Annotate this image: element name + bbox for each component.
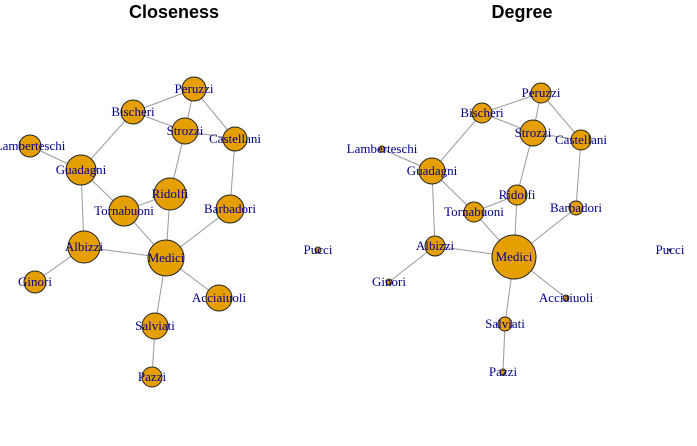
degree-label-pucci: Pucci xyxy=(656,242,685,257)
closeness-node-medici xyxy=(147,239,185,277)
closeness-node-lamberteschi xyxy=(18,134,42,158)
closeness-label-lamberteschi: Lamberteschi xyxy=(0,138,66,153)
degree-label-strozzi: Strozzi xyxy=(515,125,552,140)
degree-label-ridolfi: Ridolfi xyxy=(499,187,536,202)
closeness-label-albizzi: Albizzi xyxy=(65,239,104,254)
closeness-label-salviati: Salviati xyxy=(135,318,175,333)
closeness-panel-title: Closeness xyxy=(129,2,219,22)
degree-node-albizzi xyxy=(424,235,446,257)
closeness-label-castellani: Castellani xyxy=(209,131,261,146)
closeness-node-acciaiuoli xyxy=(205,284,233,312)
degree-node-pazzi xyxy=(499,368,507,376)
closeness-node-castellani xyxy=(222,126,248,152)
closeness-node-guadagni xyxy=(65,154,97,186)
closeness-node-pazzi xyxy=(141,366,163,388)
degree-label-ginori: Ginori xyxy=(372,274,406,289)
closeness-label-barbadori: Barbadori xyxy=(204,201,256,216)
degree-node-peruzzi xyxy=(530,82,552,104)
degree-node-medici xyxy=(491,234,537,280)
degree-label-castellani: Castellani xyxy=(555,132,607,147)
closeness-label-tornabuoni: Tornabuoni xyxy=(94,203,154,218)
closeness-node-barbadori xyxy=(215,194,245,224)
degree-node-lamberteschi xyxy=(378,145,386,153)
closeness-label-medici: Medici xyxy=(148,250,185,265)
degree-node-guadagni xyxy=(418,157,446,185)
degree-node-ridolfi xyxy=(506,184,528,206)
degree-panel-title: Degree xyxy=(491,2,552,22)
closeness-node-layer xyxy=(18,76,322,388)
degree-node-bischeri xyxy=(471,102,493,124)
degree-label-peruzzi: Peruzzi xyxy=(522,85,561,100)
degree-node-pucci xyxy=(668,248,672,252)
closeness-label-peruzzi: Peruzzi xyxy=(175,81,214,96)
degree-label-salviati: Salviati xyxy=(485,316,525,331)
closeness-label-pazzi: Pazzi xyxy=(138,369,167,384)
closeness-edge-layer xyxy=(29,88,236,378)
closeness-label-acciaiuoli: Acciaiuoli xyxy=(192,290,247,305)
degree-label-guadagni: Guadagni xyxy=(407,163,458,178)
closeness-label-ridolfi: Ridolfi xyxy=(152,186,189,201)
degree-label-barbadori: Barbadori xyxy=(550,200,602,215)
closeness-network-panel: Closeness Peruzzi Bischeri Strozzi Castella… xyxy=(0,2,333,388)
degree-edge-barbadori-castellani xyxy=(575,139,582,209)
closeness-node-albizzi xyxy=(67,230,101,264)
degree-node-ginori xyxy=(385,278,393,286)
degree-label-albizzi: Albizzi xyxy=(416,238,455,253)
degree-node-castellani xyxy=(570,129,592,151)
degree-label-lamberteschi: Lamberteschi xyxy=(347,141,418,156)
degree-node-salviati xyxy=(497,316,513,332)
degree-node-tornabuoni xyxy=(463,201,485,223)
closeness-node-pucci xyxy=(314,246,322,254)
closeness-node-strozzi xyxy=(171,117,199,145)
degree-label-layer: Peruzzi Bischeri Strozzi Castellani Lamberte… xyxy=(347,85,685,379)
degree-label-pazzi: Pazzi xyxy=(489,364,518,379)
degree-node-strozzi xyxy=(519,119,547,147)
degree-label-tornabuoni: Tornabuoni xyxy=(444,204,504,219)
closeness-label-bischeri: Bischeri xyxy=(111,104,155,119)
closeness-node-ginori xyxy=(23,270,47,294)
closeness-node-bischeri xyxy=(120,99,146,125)
closeness-label-ginori: Ginori xyxy=(18,274,52,289)
degree-edge-pazzi-salviati xyxy=(502,323,506,373)
closeness-node-tornabuoni xyxy=(108,195,140,227)
degree-node-layer xyxy=(378,82,672,376)
degree-label-medici: Medici xyxy=(496,249,533,264)
closeness-node-peruzzi xyxy=(181,76,207,102)
closeness-node-ridolfi xyxy=(153,177,187,211)
degree-node-barbadori xyxy=(568,200,584,216)
degree-label-bischeri: Bischeri xyxy=(460,105,504,120)
closeness-label-guadagni: Guadagni xyxy=(56,162,107,177)
degree-node-acciaiuoli xyxy=(562,294,570,302)
degree-label-acciaiuoli: Acciaiuoli xyxy=(539,290,594,305)
closeness-label-strozzi: Strozzi xyxy=(167,123,204,138)
degree-network-panel: Degree Peruzzi Bischeri Strozzi Castellani L… xyxy=(347,2,685,379)
closeness-node-salviati xyxy=(141,312,169,340)
closeness-label-layer: Peruzzi Bischeri Strozzi Castellani Lamberte… xyxy=(0,81,333,384)
closeness-label-pucci: Pucci xyxy=(304,242,333,257)
